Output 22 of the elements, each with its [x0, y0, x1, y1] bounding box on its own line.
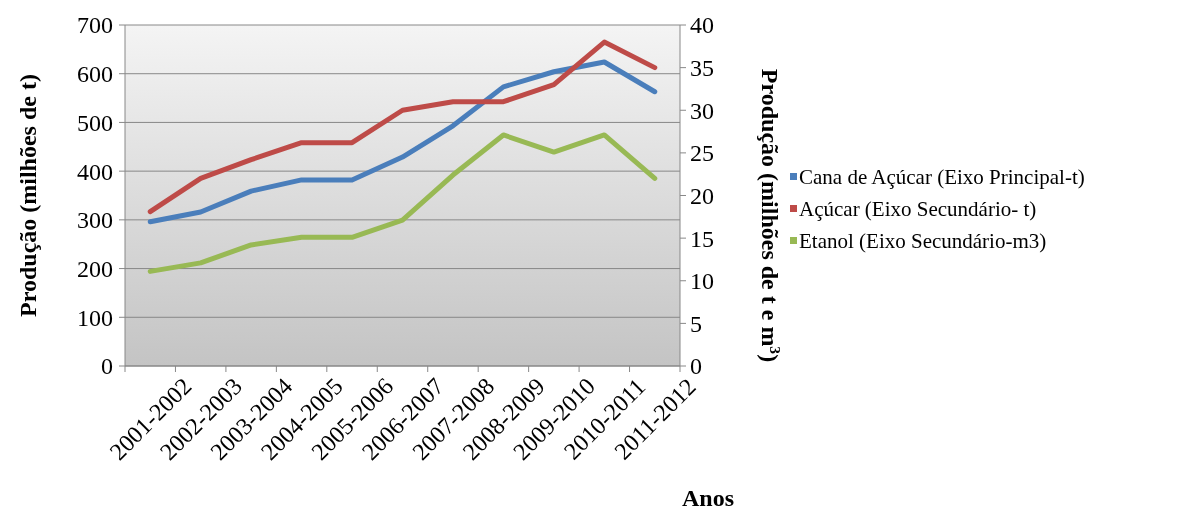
- y-tick-label: 300: [77, 207, 113, 234]
- x-axis-title: Anos: [681, 485, 735, 511]
- y2-tick-label: 30: [690, 97, 714, 124]
- y2-tick-label: 15: [690, 225, 714, 252]
- y2-tick-label: 40: [690, 12, 714, 39]
- y2-tick-label: 10: [690, 268, 714, 295]
- legend-label: Etanol (Eixo Secundário-m3): [799, 229, 1047, 254]
- y-tick-label: 600: [77, 61, 113, 88]
- y-tick-label: 700: [77, 12, 113, 39]
- legend-label: Cana de Açúcar (Eixo Principal-t): [799, 165, 1085, 190]
- y-tick-label: 0: [101, 353, 113, 380]
- y-tick-label: 100: [77, 304, 113, 331]
- y-tick-label: 500: [77, 109, 113, 136]
- y2-tick-label: 5: [690, 310, 702, 337]
- y2-tick-label: 25: [690, 140, 714, 167]
- legend-label: Açúcar (Eixo Secundário- t): [799, 197, 1037, 222]
- y2-tick-label: 0: [690, 353, 702, 380]
- y-tick-label: 400: [77, 158, 113, 185]
- y-axis-title: Produção (milhões de t): [15, 74, 41, 317]
- y2-tick-label: 20: [690, 182, 714, 209]
- y-tick-label: 200: [77, 255, 113, 282]
- y2-tick-label: 35: [690, 55, 714, 82]
